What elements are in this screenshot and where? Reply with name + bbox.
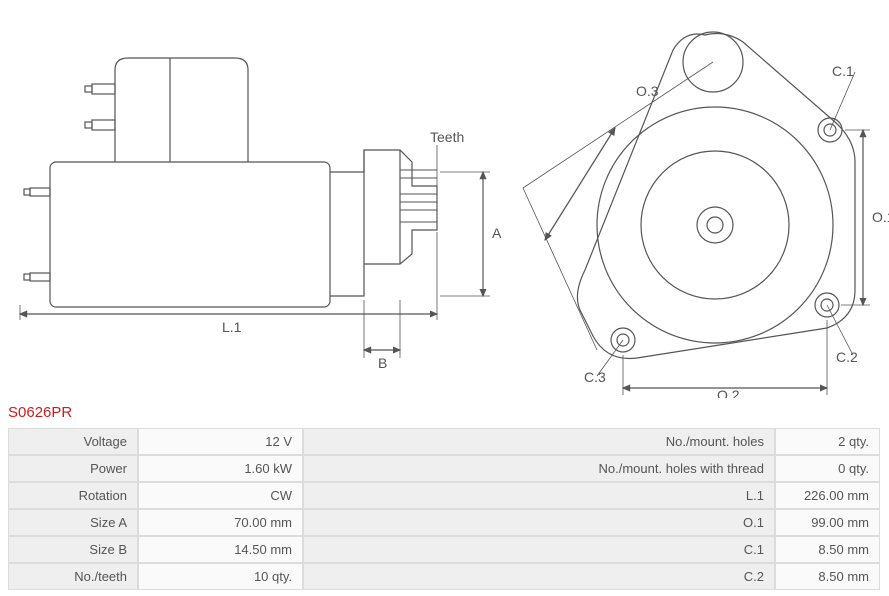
spec-value: 12 V — [138, 428, 303, 455]
table-row: Power1.60 kWNo./mount. holes with thread… — [8, 455, 880, 482]
spec-value: 8.50 mm — [775, 536, 880, 563]
spec-label: No./mount. holes with thread — [303, 455, 775, 482]
spec-label: C.1 — [303, 536, 775, 563]
spec-label: L.1 — [303, 482, 775, 509]
spec-value: 8.50 mm — [775, 563, 880, 590]
spec-value: 0 qty. — [775, 455, 880, 482]
spec-label: No./mount. holes — [303, 428, 775, 455]
label-teeth: Teeth — [430, 129, 464, 145]
label-L1: L.1 — [222, 319, 242, 335]
spec-label: Voltage — [8, 428, 138, 455]
part-number: S0626PR — [8, 404, 72, 421]
spec-value: 226.00 mm — [775, 482, 880, 509]
table-row: Size B14.50 mmC.18.50 mm — [8, 536, 880, 563]
spec-table: Voltage12 VNo./mount. holes2 qty.Power1.… — [8, 428, 880, 590]
table-row: RotationCWL.1226.00 mm — [8, 482, 880, 509]
technical-drawing-svg: Teeth L.1 B A O.3 O.1 O.2 C.1 C.2 C.3 — [0, 0, 889, 398]
spec-label: Power — [8, 455, 138, 482]
spec-label: No./teeth — [8, 563, 138, 590]
label-B: B — [378, 355, 387, 371]
spec-value: 1.60 kW — [138, 455, 303, 482]
label-C3: C.3 — [584, 369, 606, 385]
spec-label: Size B — [8, 536, 138, 563]
table-row: Voltage12 VNo./mount. holes2 qty. — [8, 428, 880, 455]
spec-value: 70.00 mm — [138, 509, 303, 536]
label-O3: O.3 — [636, 83, 659, 99]
spec-label: Rotation — [8, 482, 138, 509]
label-C1: C.1 — [832, 63, 854, 79]
technical-diagram-area: Teeth L.1 B A O.3 O.1 O.2 C.1 C.2 C.3 — [0, 0, 889, 398]
spec-value: 10 qty. — [138, 563, 303, 590]
table-row: Size A70.00 mmO.199.00 mm — [8, 509, 880, 536]
label-C2: C.2 — [836, 349, 858, 365]
spec-value: 14.50 mm — [138, 536, 303, 563]
spec-value: CW — [138, 482, 303, 509]
spec-label: Size A — [8, 509, 138, 536]
table-row: No./teeth10 qty.C.28.50 mm — [8, 563, 880, 590]
spec-label: C.2 — [303, 563, 775, 590]
label-O2: O.2 — [717, 387, 740, 398]
label-A: A — [492, 225, 502, 241]
spec-label: O.1 — [303, 509, 775, 536]
spec-value: 99.00 mm — [775, 509, 880, 536]
spec-value: 2 qty. — [775, 428, 880, 455]
label-O1: O.1 — [872, 209, 889, 225]
